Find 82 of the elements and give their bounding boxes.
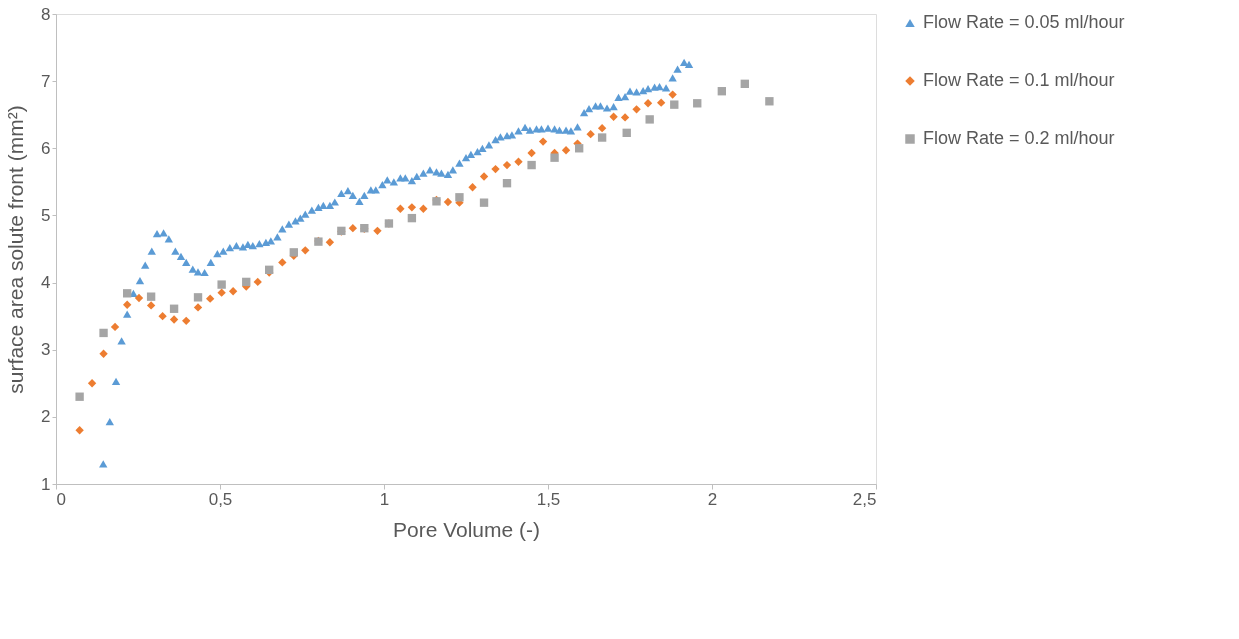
point [228, 287, 238, 296]
point [656, 98, 666, 107]
point [242, 277, 251, 287]
point [479, 198, 489, 207]
point [99, 349, 108, 358]
point [693, 99, 702, 108]
y-tick-label: 7 [41, 71, 51, 91]
point [134, 293, 144, 303]
x-tick-label: 0 [56, 489, 66, 509]
point [278, 258, 287, 267]
point [527, 160, 536, 170]
point [491, 164, 500, 174]
y-tick-label: 2 [41, 407, 51, 427]
point [75, 426, 84, 435]
point [158, 311, 167, 321]
point [455, 193, 464, 202]
point [597, 123, 607, 133]
x-tick-label: 1,5 [536, 489, 561, 509]
x-tick-label: 2,5 [852, 489, 877, 509]
point [502, 160, 512, 170]
point [419, 204, 428, 213]
point [301, 246, 310, 255]
point [468, 183, 477, 192]
point [169, 304, 179, 313]
point [75, 392, 84, 401]
point [146, 292, 156, 301]
point [668, 90, 677, 99]
legend-label: Flow Rate = 0.1 ml/hour [923, 70, 1115, 90]
point [538, 137, 548, 146]
point [205, 294, 215, 303]
point [407, 203, 417, 212]
y-tick-label: 5 [41, 205, 51, 225]
point [99, 328, 108, 338]
point [597, 133, 607, 142]
x-tick-label: 0,5 [208, 489, 233, 509]
point [670, 100, 679, 109]
point [527, 148, 536, 158]
point [443, 197, 453, 207]
point [87, 379, 97, 388]
x-tick-label: 1 [379, 489, 390, 509]
x-tick-label: 2 [707, 489, 718, 509]
point [373, 226, 382, 236]
point [620, 113, 630, 122]
y-tick-label: 4 [41, 273, 51, 293]
point [217, 280, 226, 289]
point [645, 115, 654, 124]
point [622, 128, 631, 138]
point [514, 157, 523, 166]
point [717, 87, 727, 96]
point [325, 238, 335, 247]
point [122, 300, 132, 309]
y-axis-title: surface area solute front (mm²) [4, 105, 28, 394]
point [765, 97, 774, 106]
point [253, 277, 262, 287]
point [110, 322, 120, 332]
point [348, 224, 358, 233]
point [407, 213, 417, 223]
point [502, 179, 512, 188]
point [574, 144, 584, 153]
point [561, 146, 571, 155]
y-tick-label: 8 [41, 4, 51, 24]
point [193, 303, 203, 312]
point [609, 112, 618, 121]
point [643, 99, 653, 108]
point [193, 293, 203, 302]
point [169, 315, 179, 324]
point [632, 105, 641, 114]
point [182, 316, 191, 326]
point [396, 204, 405, 213]
y-tick-label: 1 [41, 474, 51, 494]
point [550, 153, 559, 162]
point [146, 301, 156, 310]
point [586, 130, 595, 139]
point [122, 289, 132, 298]
legend-label: Flow Rate = 0.2 ml/hour [923, 128, 1115, 148]
y-tick-label: 3 [41, 340, 51, 360]
x-axis-title: Pore Volume (-) [392, 517, 541, 541]
legend-label: Flow Rate = 0.05 ml/hour [923, 12, 1125, 32]
y-tick-label: 6 [41, 138, 51, 158]
point [740, 79, 749, 89]
point [479, 172, 489, 181]
point [217, 288, 226, 297]
